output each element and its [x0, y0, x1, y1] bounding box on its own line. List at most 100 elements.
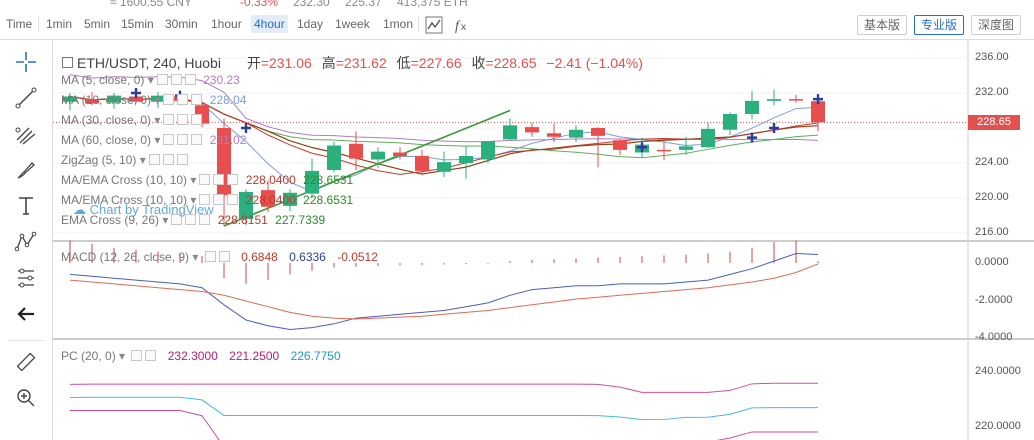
- candle: [613, 140, 627, 150]
- tf-1min[interactable]: 1min: [46, 17, 73, 31]
- watermark-text: Chart by TradingView: [89, 202, 214, 217]
- high-value: =231.62: [335, 55, 387, 71]
- svg-text:f: f: [455, 19, 461, 34]
- indicator-legend-row: EMA Cross (9, 26) ▾ 228.8151 227.7339: [61, 213, 326, 227]
- close-icon[interactable]: [184, 74, 196, 85]
- macd-value-0: 0.6848: [241, 250, 278, 264]
- price-tick-label: 216.00: [975, 226, 1009, 238]
- last-price-tag: 228.65: [968, 115, 1020, 130]
- cross-marker: [241, 123, 251, 133]
- indicator-value: 228.0400: [245, 173, 296, 187]
- text-tool-icon[interactable]: [14, 194, 38, 218]
- indicator-label: MA (30, close, 0): [61, 113, 152, 127]
- indicator-value: 228.6531: [303, 173, 354, 187]
- price-tick-label: 220.00: [975, 191, 1009, 203]
- pc-upper-line: [69, 382, 818, 393]
- close-icon[interactable]: [145, 350, 157, 361]
- candle: [85, 99, 99, 104]
- visibility-icon[interactable]: [171, 214, 183, 225]
- settings-icon[interactable]: [177, 94, 189, 105]
- visibility-icon[interactable]: [163, 134, 175, 145]
- close-icon[interactable]: [191, 114, 203, 125]
- zoom-in-icon[interactable]: [14, 386, 38, 410]
- visibility-icon[interactable]: [163, 94, 175, 105]
- brush-icon[interactable]: [14, 158, 38, 182]
- basic-view-button[interactable]: 基本版: [857, 15, 908, 35]
- indicator-label: MA (60, close, 0): [61, 133, 152, 147]
- price-tick-label: 232.00: [975, 86, 1009, 98]
- settings-icon[interactable]: [213, 174, 225, 185]
- close-icon[interactable]: [227, 194, 239, 205]
- indicator-label: ZigZag (5, 10): [61, 153, 137, 167]
- indicator-value: 227.7339: [275, 213, 326, 227]
- candle: [591, 128, 605, 136]
- tf-1day[interactable]: 1day: [297, 17, 324, 31]
- candle: [481, 141, 495, 160]
- settings-icon[interactable]: [213, 194, 225, 205]
- settings-icon[interactable]: [162, 154, 174, 165]
- close-icon[interactable]: [191, 94, 203, 105]
- pattern-icon[interactable]: [14, 230, 38, 254]
- indicator-value: 231.02: [209, 133, 247, 147]
- tradingview-watermark: ☁ Chart by TradingView: [73, 202, 214, 218]
- chart-type-icon[interactable]: [424, 15, 444, 35]
- tf-1hour[interactable]: 1hour: [211, 17, 242, 31]
- pc-value-0: 232.3000: [167, 349, 218, 363]
- tf-time[interactable]: Time: [6, 17, 33, 31]
- macd-value-1: 0.6336: [289, 250, 326, 264]
- main-legend: ETH/USDT, 240, Huobi 开=231.06 高=231.62 低…: [62, 53, 643, 73]
- visibility-icon[interactable]: [199, 194, 211, 205]
- crosshair-icon[interactable]: [14, 50, 38, 74]
- indicator-label: MA (5, close, 0): [61, 73, 145, 87]
- macd-tick-label: -4.0000: [975, 331, 1013, 343]
- tf-30min[interactable]: 30min: [165, 17, 198, 31]
- candle: [415, 156, 429, 171]
- candle: [679, 146, 693, 150]
- depth-view-button[interactable]: 深度图: [971, 15, 1022, 35]
- tf-1week[interactable]: 1week: [335, 17, 370, 31]
- settings-icon[interactable]: [185, 214, 197, 225]
- visibility-icon[interactable]: [163, 114, 175, 125]
- close-icon[interactable]: [227, 174, 239, 185]
- tf-5min[interactable]: 5min: [84, 17, 111, 31]
- settings-icon[interactable]: [170, 74, 182, 85]
- settings-icon[interactable]: [204, 251, 216, 262]
- candle: [239, 191, 253, 219]
- drawing-toolbar: [0, 40, 53, 440]
- cross-marker: [813, 94, 823, 105]
- collapse-icon[interactable]: [62, 57, 73, 68]
- close-icon[interactable]: [176, 154, 188, 165]
- indicator-value: 230.23: [203, 73, 240, 87]
- indicator-label: MA/EMA Cross (10, 10): [61, 193, 188, 207]
- visibility-icon[interactable]: [199, 174, 211, 185]
- fib-icon[interactable]: [14, 122, 38, 146]
- price-tick-label: 224.00: [975, 156, 1009, 168]
- tf-4hour[interactable]: 4hour: [251, 15, 288, 33]
- indicator-legend-row: MA/EMA Cross (10, 10) ▾ 228.0400 228.653…: [61, 173, 354, 187]
- prediction-icon[interactable]: [14, 266, 38, 290]
- pc-value-2: 226.7750: [290, 349, 341, 363]
- tf-1mon[interactable]: 1mon: [383, 17, 414, 31]
- visibility-icon[interactable]: [148, 154, 160, 165]
- close-icon[interactable]: [191, 134, 203, 145]
- settings-icon[interactable]: [131, 350, 143, 361]
- macd-line: [69, 252, 819, 331]
- pc-value-1: 221.2500: [229, 349, 280, 363]
- indicators-icon[interactable]: f x: [451, 15, 471, 35]
- candle: [327, 145, 341, 170]
- indicator-legend-row: MA (5, close, 0) ▾ 230.23: [61, 73, 240, 87]
- back-arrow-icon[interactable]: [14, 302, 38, 326]
- candle: [767, 99, 781, 101]
- indicator-value: 228.04: [209, 93, 247, 107]
- settings-icon[interactable]: [177, 114, 189, 125]
- trend-line-icon[interactable]: [14, 86, 38, 110]
- indicator-value: 228.8151: [217, 213, 268, 227]
- close-icon[interactable]: [218, 251, 230, 262]
- ruler-icon[interactable]: [14, 350, 38, 374]
- visibility-icon[interactable]: [156, 74, 168, 85]
- settings-icon[interactable]: [177, 134, 189, 145]
- candle: [723, 114, 737, 130]
- tf-15min[interactable]: 15min: [121, 17, 154, 31]
- pro-view-button[interactable]: 专业版: [914, 15, 965, 35]
